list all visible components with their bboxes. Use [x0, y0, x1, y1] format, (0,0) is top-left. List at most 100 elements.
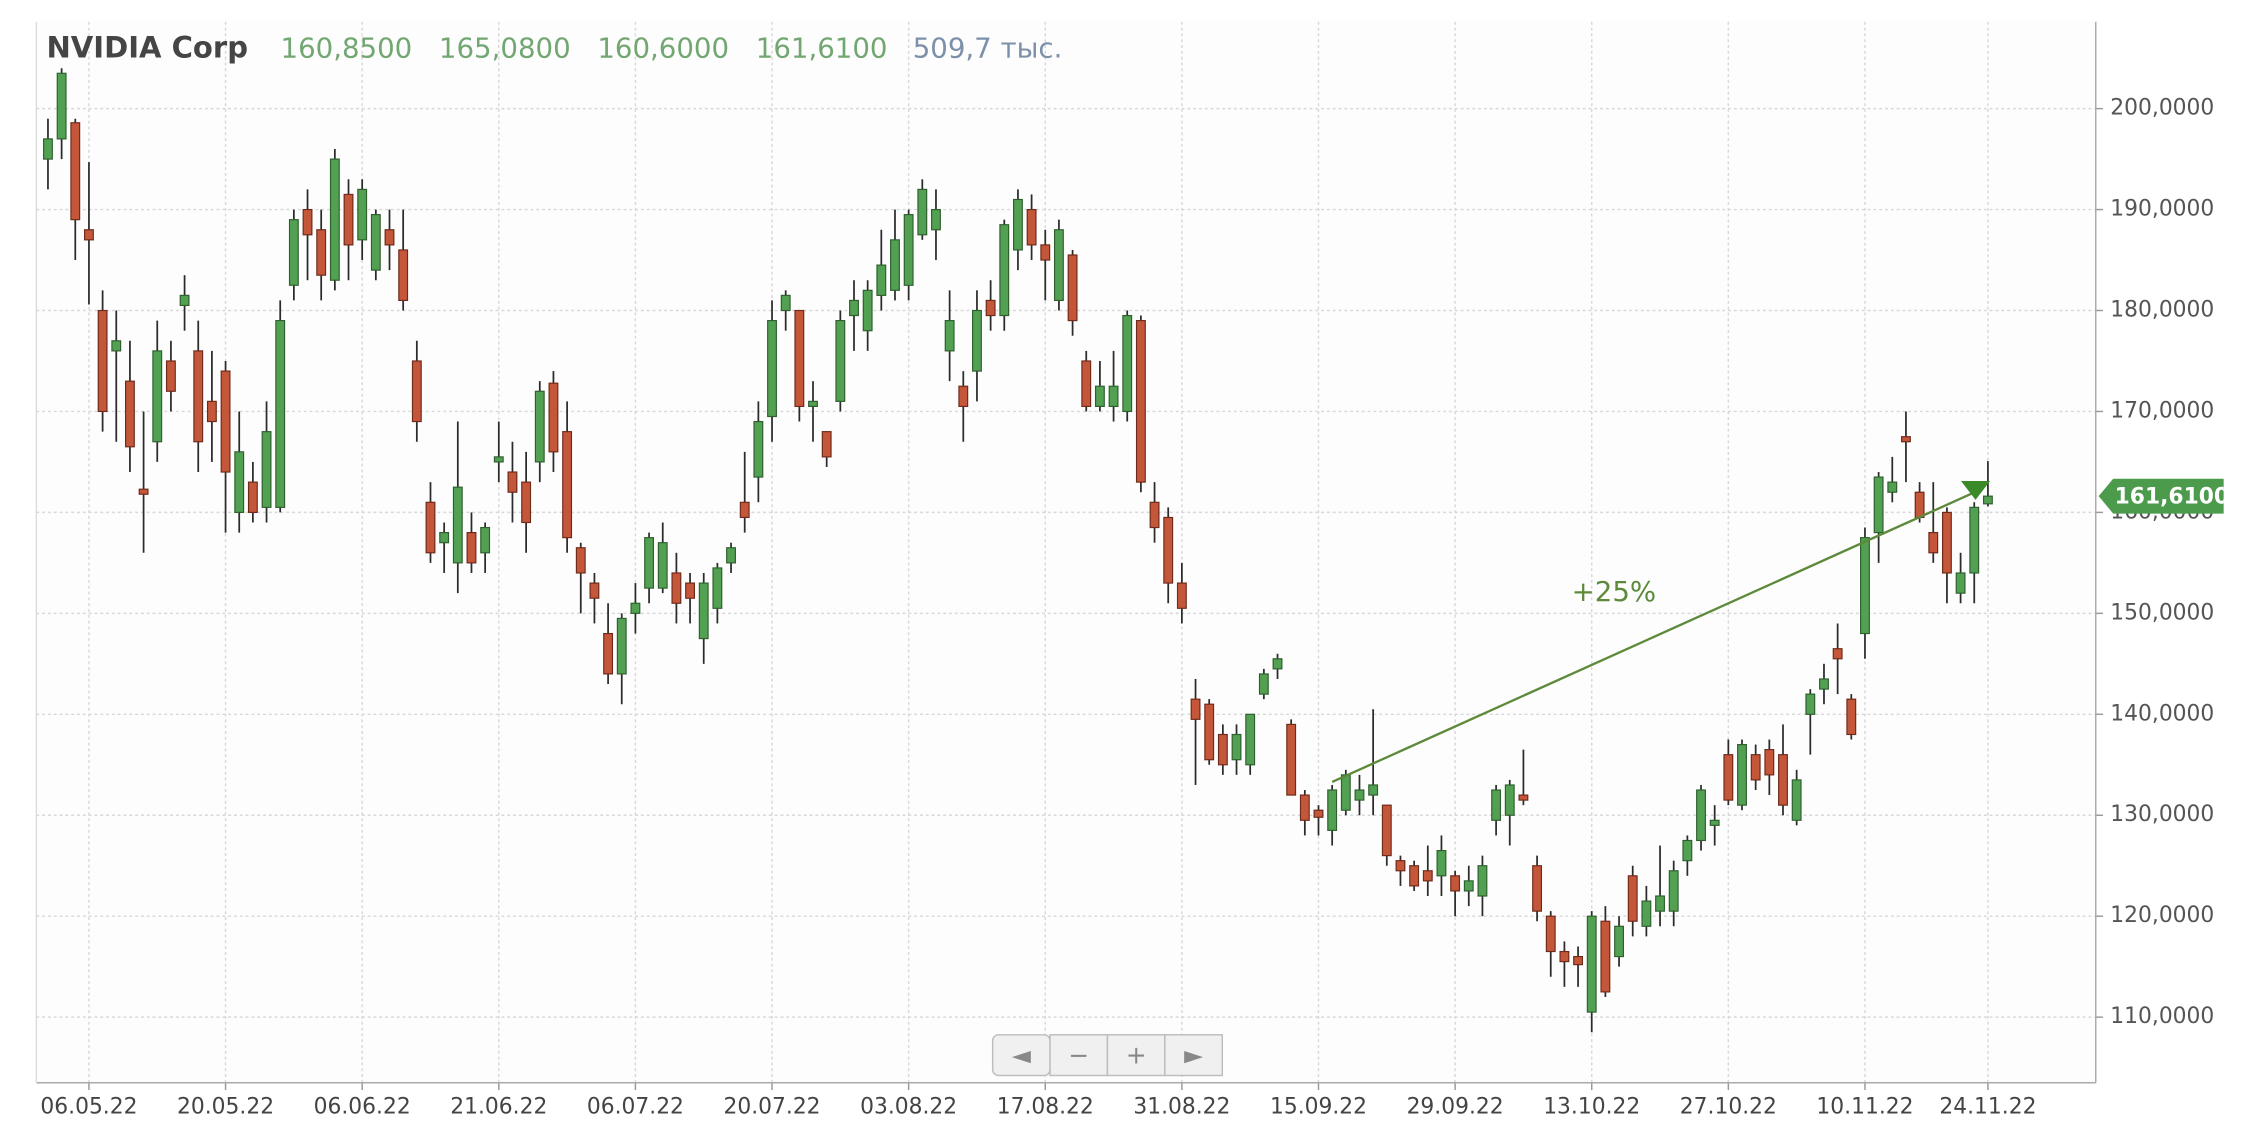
candle-body — [1313, 809, 1324, 818]
nav-button[interactable]: ◄ — [991, 1034, 1051, 1077]
candle-body — [1955, 572, 1966, 594]
candle-body — [1914, 491, 1925, 519]
candle-body — [698, 582, 709, 640]
candles — [43, 68, 1993, 1033]
candle-body — [862, 289, 873, 332]
candle-body — [835, 320, 846, 402]
candle-body — [261, 431, 272, 508]
candle-body — [1258, 673, 1269, 695]
y-tick-label: 110,0000 — [2110, 1004, 2214, 1029]
candle-body — [1463, 880, 1474, 892]
candle-body — [1340, 774, 1351, 811]
candle-body — [124, 380, 135, 448]
candle-body — [903, 214, 914, 286]
candle-body — [1354, 789, 1365, 801]
nav-button[interactable]: + — [1106, 1034, 1166, 1077]
candle-body — [849, 299, 859, 317]
candle-body — [316, 229, 327, 276]
x-tick-label: 29.09.22 — [1407, 1094, 1504, 1119]
candle-body — [1286, 723, 1297, 796]
candle-body — [138, 488, 149, 495]
candle-body — [1723, 754, 1734, 801]
nav-button-label: − — [1068, 1041, 1089, 1070]
x-tick-label: 20.05.22 — [177, 1094, 274, 1119]
header: NVIDIA Corp 160,8500 165,0800 160,6000 1… — [47, 30, 1063, 64]
nav-button-bg — [1106, 1034, 1166, 1077]
candle-body — [425, 501, 436, 554]
candle-body — [220, 370, 231, 473]
candle-body — [1135, 320, 1146, 483]
candle-body — [439, 532, 450, 544]
candle-body — [343, 193, 354, 246]
candle-body — [411, 360, 422, 423]
candle-body — [1819, 678, 1829, 690]
candle-body — [1122, 314, 1133, 413]
candle-body — [480, 526, 491, 554]
candle-body — [1204, 703, 1215, 761]
candle-body — [234, 451, 245, 513]
candle-body — [821, 431, 832, 458]
nav-button-label: ► — [1184, 1041, 1203, 1070]
candle-body — [1477, 865, 1488, 897]
candle-body — [1217, 733, 1228, 766]
x-tick-label: 06.06.22 — [314, 1094, 411, 1119]
plot-area — [36, 21, 2096, 1083]
chart-title: NVIDIA Corp — [47, 30, 249, 64]
y-tick-label: 170,0000 — [2110, 398, 2214, 423]
candle-body — [1928, 532, 1939, 554]
open-value: 160,8500 — [281, 31, 413, 64]
candle-body — [1860, 537, 1870, 635]
candle-body — [876, 264, 887, 296]
candle-body — [247, 481, 258, 513]
candle-body — [1395, 860, 1406, 872]
candle-body — [1641, 900, 1652, 927]
candle-body — [179, 294, 190, 307]
candle-body — [370, 214, 381, 271]
x-tick-label: 24.11.22 — [1939, 1094, 2036, 1119]
candle-body — [1504, 784, 1515, 816]
candle-body — [1737, 744, 1747, 806]
candle-body — [43, 138, 53, 160]
candle-body — [1012, 198, 1023, 251]
candle-body — [111, 340, 122, 352]
candle-body — [302, 208, 313, 236]
candle-body — [1422, 870, 1433, 882]
nav-button[interactable]: ► — [1164, 1034, 1224, 1077]
candle-body — [767, 320, 777, 418]
candle-body — [357, 188, 368, 241]
candle-body — [1832, 648, 1843, 660]
volume: 509,7 тыс. — [913, 31, 1063, 64]
nav-button[interactable]: − — [1049, 1034, 1109, 1077]
annotation-text: +25% — [1572, 575, 1657, 608]
candle-body — [1532, 865, 1543, 912]
y-tick-label: 200,0000 — [2110, 96, 2214, 121]
candle-body — [1450, 875, 1461, 892]
candle-body — [917, 188, 928, 236]
x-tick-label: 03.08.22 — [860, 1094, 957, 1119]
candle-body — [685, 582, 696, 599]
candle-body — [1245, 713, 1256, 766]
candle-body — [1941, 511, 1952, 574]
candle-body — [84, 229, 94, 241]
x-tick-label: 27.10.22 — [1680, 1094, 1777, 1119]
candle-body — [193, 350, 204, 443]
y-tick-label: 140,0000 — [2110, 701, 2214, 726]
candle-body — [1149, 501, 1160, 529]
axes: 110,0000 120,0000 130,0000 140,0000 150,0000… — [35, 21, 2224, 1119]
candle-body — [1682, 839, 1693, 862]
candle-body — [1969, 506, 1980, 574]
x-tick-label: 17.08.22 — [997, 1094, 1094, 1119]
candle-body — [739, 501, 750, 519]
candle-body — [1778, 754, 1788, 806]
candle-body — [288, 219, 299, 286]
candle-body — [466, 532, 477, 564]
candle-body — [548, 382, 559, 453]
candle-body — [1545, 915, 1556, 953]
x-tick-label: 06.07.22 — [587, 1094, 684, 1119]
last-price-tag — [2098, 478, 2224, 514]
candle-body — [644, 537, 655, 589]
candle-body — [985, 299, 996, 317]
candle-body — [1627, 875, 1638, 922]
candle-body — [452, 486, 463, 564]
candle-body — [1381, 804, 1392, 857]
